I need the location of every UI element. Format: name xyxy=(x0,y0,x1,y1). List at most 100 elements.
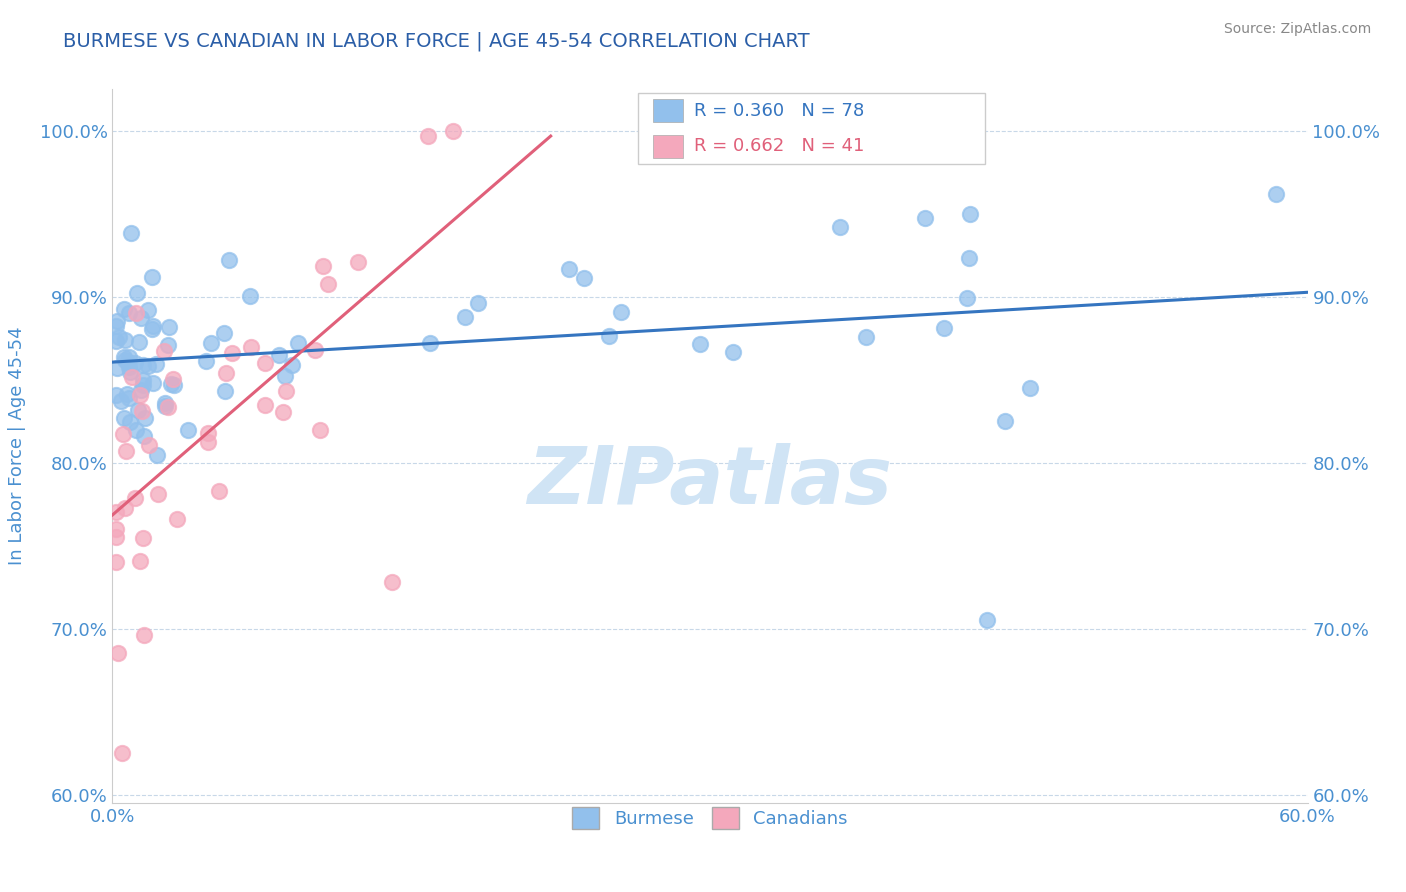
Point xyxy=(312,260,335,274)
Point xyxy=(121,370,143,384)
Point xyxy=(105,555,128,569)
Point xyxy=(166,511,188,525)
Point xyxy=(157,319,180,334)
Text: ZIPatlas: ZIPatlas xyxy=(527,442,893,521)
Point xyxy=(118,391,141,405)
Point xyxy=(105,360,128,375)
Point xyxy=(127,403,149,417)
Point xyxy=(108,330,131,344)
Legend: Burmese, Canadians: Burmese, Canadians xyxy=(565,800,855,837)
Point xyxy=(125,285,148,300)
Point xyxy=(111,426,134,441)
Point xyxy=(117,387,139,401)
FancyBboxPatch shape xyxy=(652,135,682,158)
Point xyxy=(141,269,163,284)
Point xyxy=(215,366,238,380)
Point xyxy=(111,746,134,760)
Point xyxy=(932,320,955,334)
Point xyxy=(273,405,295,419)
Point xyxy=(145,357,167,371)
Point xyxy=(153,396,176,410)
Point xyxy=(114,501,136,516)
Point xyxy=(118,350,141,364)
Point xyxy=(240,340,263,354)
Point xyxy=(441,124,464,138)
FancyBboxPatch shape xyxy=(638,93,986,164)
Point xyxy=(105,505,128,519)
Point xyxy=(128,334,150,349)
Point xyxy=(129,554,152,568)
Point xyxy=(274,368,297,383)
Point xyxy=(269,348,291,362)
Point xyxy=(287,335,309,350)
Point xyxy=(346,255,368,269)
Point xyxy=(994,414,1017,428)
Point xyxy=(146,448,169,462)
Point xyxy=(129,388,152,402)
Point xyxy=(131,373,153,387)
Point xyxy=(194,354,217,368)
Point xyxy=(124,356,146,370)
Text: BURMESE VS CANADIAN IN LABOR FORCE | AGE 45-54 CORRELATION CHART: BURMESE VS CANADIAN IN LABOR FORCE | AGE… xyxy=(63,31,810,51)
Point xyxy=(689,337,711,351)
Point xyxy=(134,628,156,642)
Point xyxy=(1019,381,1042,395)
Point xyxy=(155,399,177,413)
Point xyxy=(304,343,326,358)
Y-axis label: In Labor Force | Age 45-54: In Labor Force | Age 45-54 xyxy=(7,326,25,566)
Point xyxy=(610,305,633,319)
Point xyxy=(125,306,148,320)
Point xyxy=(239,289,262,303)
Point xyxy=(131,311,153,326)
Text: R = 0.662   N = 41: R = 0.662 N = 41 xyxy=(695,137,865,155)
Point xyxy=(138,437,160,451)
Point xyxy=(156,400,179,414)
Point xyxy=(157,338,180,352)
Point xyxy=(112,351,135,365)
Point xyxy=(598,329,620,343)
Point xyxy=(976,613,998,627)
Point xyxy=(197,435,219,450)
Point xyxy=(381,575,404,590)
Point xyxy=(959,207,981,221)
Point xyxy=(105,319,128,334)
Text: Source: ZipAtlas.com: Source: ZipAtlas.com xyxy=(1223,22,1371,37)
Point xyxy=(118,415,141,429)
Point xyxy=(162,372,184,386)
Point xyxy=(152,344,174,359)
Point xyxy=(721,344,744,359)
Point xyxy=(134,410,156,425)
Point xyxy=(105,530,128,544)
Point xyxy=(124,491,146,505)
Point xyxy=(132,531,155,545)
Point xyxy=(114,353,136,368)
Point xyxy=(214,384,236,399)
Point xyxy=(558,261,581,276)
Point xyxy=(141,321,163,335)
Point xyxy=(107,647,129,661)
Point xyxy=(177,423,200,437)
Point xyxy=(132,359,155,373)
Point xyxy=(957,251,980,265)
Point xyxy=(117,354,139,368)
Point xyxy=(163,378,186,392)
Point xyxy=(574,271,596,285)
Point xyxy=(125,423,148,437)
FancyBboxPatch shape xyxy=(652,99,682,122)
Point xyxy=(105,314,128,328)
Point xyxy=(142,376,165,390)
Point xyxy=(221,346,243,360)
Point xyxy=(855,330,877,344)
Point xyxy=(280,359,302,373)
Point xyxy=(419,335,441,350)
Point xyxy=(146,487,169,501)
Point xyxy=(200,336,222,351)
Point xyxy=(136,359,159,373)
Point xyxy=(197,426,219,441)
Point xyxy=(132,377,155,392)
Text: R = 0.360   N = 78: R = 0.360 N = 78 xyxy=(695,102,865,120)
Point xyxy=(453,310,475,324)
Point xyxy=(132,429,155,443)
Point xyxy=(114,333,136,347)
Point xyxy=(112,302,135,317)
